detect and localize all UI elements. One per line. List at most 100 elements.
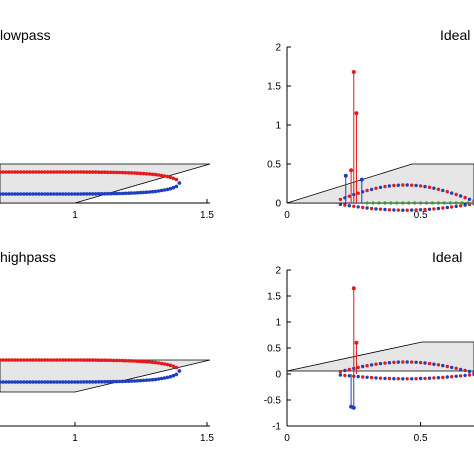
point-2-0-40 [117,358,122,363]
point-0-1-23 [67,192,71,196]
ring-3-0-12 [392,360,396,364]
stem-head-1-0-0 [351,69,356,74]
ring-3-0-14 [401,360,405,364]
point-0-1-51 [150,189,155,194]
shape-top-right [286,163,474,204]
point-0-0-0 [0,170,2,174]
point-2-1-48 [141,378,146,383]
point-2-1-33 [96,380,101,384]
point-0-0-16 [46,170,50,174]
point-0-1-59 [174,184,179,189]
ring-1-1-14 [401,208,405,212]
point-2-1-44 [129,379,134,383]
ring-1-1-24 [445,205,449,210]
point-0-1-32 [93,192,98,196]
ring-1-1-6 [365,206,369,210]
point-0-1-44 [129,191,134,195]
baseline-1-9 [419,201,423,205]
ring-1-0-22 [436,187,441,191]
point-0-0-22 [64,170,68,174]
baseline-1-3 [383,201,387,205]
ring-3-1-5 [361,375,365,379]
ring-1-0-29 [467,197,472,201]
ring-3-1-20 [427,376,432,380]
baseline-1-2 [377,201,381,205]
stem-head-3-0-0 [351,286,356,291]
ring-1-1-20 [427,207,432,211]
point-0-0-25 [73,170,77,174]
stem-head-1-1-0 [343,173,348,178]
point-2-0-16 [46,358,50,362]
ring-3-0-17 [414,360,418,364]
point-0-0-34 [99,170,104,174]
point-0-0-45 [132,171,137,175]
point-2-1-35 [102,380,107,384]
point-2-0-34 [99,358,104,363]
ytick-label-3-5: 1.5 [267,292,281,303]
point-0-0-31 [90,170,95,174]
ring-3-1-10 [383,376,387,381]
point-2-1-10 [28,380,32,384]
point-0-1-43 [126,191,131,195]
point-0-1-26 [75,192,80,196]
point-2-1-50 [147,378,152,382]
point-2-0-21 [61,358,65,362]
ring-3-1-17 [414,377,418,381]
point-2-0-9 [25,358,29,362]
ring-1-1-13 [396,208,400,212]
point-2-0-13 [37,358,41,362]
point-0-0-19 [55,170,59,174]
ring-3-1-25 [450,375,454,379]
baseline-1-11 [430,201,434,205]
ring-1-1-5 [361,205,365,210]
point-2-0-28 [81,358,86,362]
ring-1-0-28 [463,195,467,200]
xtick-label-1-0: 0 [284,210,290,221]
xtick-label-3-1: 0.5 [414,433,428,444]
ring-1-0-20 [427,185,432,189]
ring-1-1-22 [436,206,441,211]
ring-3-1-11 [387,376,392,381]
ring-3-1-12 [392,377,396,381]
ring-1-1-12 [392,208,396,212]
xtick-label-3-0: 0 [284,433,290,444]
point-0-1-27 [78,192,83,196]
point-0-0-46 [135,171,140,175]
point-0-0-41 [120,170,125,175]
ring-3-0-4 [356,365,360,370]
ring-3-1-27 [458,374,463,378]
point-2-1-5 [13,380,17,384]
point-0-0-6 [16,170,20,174]
point-2-1-0 [0,380,2,384]
ring-1-0-9 [378,185,383,190]
baseline-1-14 [448,201,452,205]
point-2-1-53 [156,377,161,381]
point-2-0-52 [153,360,158,365]
point-2-1-52 [153,377,158,382]
point-0-0-24 [70,170,74,174]
axes-bottom-left [0,422,210,427]
ring-3-0-0 [338,369,343,374]
ring-1-1-15 [405,208,409,212]
point-0-1-0 [0,192,2,196]
ring-3-1-2 [347,374,351,378]
ring-3-1-28 [463,373,467,378]
point-0-1-58 [171,185,176,190]
ytick-label-3-6: 2 [275,266,281,277]
ring-1-1-18 [418,208,423,212]
ring-3-1-21 [432,376,436,380]
point-0-0-35 [102,170,107,174]
point-2-1-60 [177,369,182,373]
point-2-0-39 [114,358,119,363]
point-2-0-8 [22,358,26,362]
point-2-0-17 [49,358,53,362]
point-0-1-50 [147,190,152,194]
point-2-0-35 [102,358,107,363]
ring-1-0-4 [356,191,360,195]
point-2-1-57 [168,374,173,379]
point-0-1-35 [102,192,107,196]
point-0-0-7 [19,170,23,174]
ring-3-0-22 [436,363,441,367]
point-0-1-53 [156,189,161,193]
point-0-0-4 [10,170,14,174]
